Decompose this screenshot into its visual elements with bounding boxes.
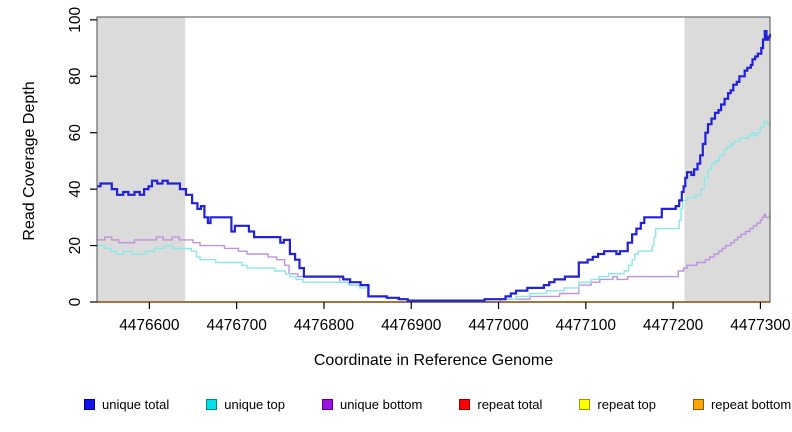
x-tick-label: 4477100: [556, 317, 617, 334]
legend-label: unique bottom: [339, 397, 423, 412]
y-tick-label: 40: [67, 180, 84, 198]
legend-item-unique-bottom: unique bottom: [321, 397, 423, 412]
x-tick-label: 4476700: [206, 317, 267, 334]
legend-item-unique-total: unique total: [84, 397, 169, 412]
x-tick-label: 4477300: [730, 317, 791, 334]
y-tick-label: 20: [67, 237, 84, 255]
y-tick-label: 0: [67, 297, 84, 306]
legend-label: repeat total: [477, 397, 543, 412]
y-axis-title: Read Coverage Depth: [21, 81, 38, 241]
legend-label: unique top: [224, 397, 285, 412]
series-line-unique-top: [97, 120, 771, 303]
series-line-unique-total: [97, 30, 772, 302]
plot-area: [97, 17, 770, 302]
legend-swatch-icon: [579, 399, 591, 410]
legend-swatch-icon: [321, 399, 333, 410]
legend-swatch-icon: [84, 399, 95, 410]
legend-label: repeat top: [597, 397, 656, 412]
x-axis-title: Coordinate in Reference Genome: [313, 352, 554, 369]
legend-swatch-icon: [459, 399, 471, 410]
y-tick-label: 60: [67, 124, 84, 142]
x-tick-label: 4476900: [381, 317, 442, 334]
y-tick-label: 80: [67, 67, 84, 85]
highlight-band: [97, 17, 186, 302]
legend-item-repeat-top: repeat top: [579, 397, 656, 412]
legend-swatch-icon: [206, 399, 218, 410]
legend-item-unique-top: unique top: [206, 397, 285, 412]
legend-swatch-icon: [692, 399, 704, 410]
y-tick-label: 100: [67, 7, 84, 33]
plot-box: [96, 16, 771, 303]
legend-label: repeat bottom: [710, 397, 792, 412]
legend: unique total unique top unique bottom repea…: [84, 397, 791, 412]
legend-label: unique total: [102, 397, 170, 412]
x-tick-label: 4477000: [468, 317, 529, 334]
x-tick-label: 4477200: [643, 317, 704, 334]
x-tick-label: 4476800: [294, 317, 355, 334]
highlight-band: [684, 17, 770, 302]
legend-item-repeat-total: repeat total: [459, 397, 542, 412]
x-tick-label: 4476600: [119, 317, 180, 334]
legend-item-repeat-bottom: repeat bottom: [692, 397, 792, 412]
